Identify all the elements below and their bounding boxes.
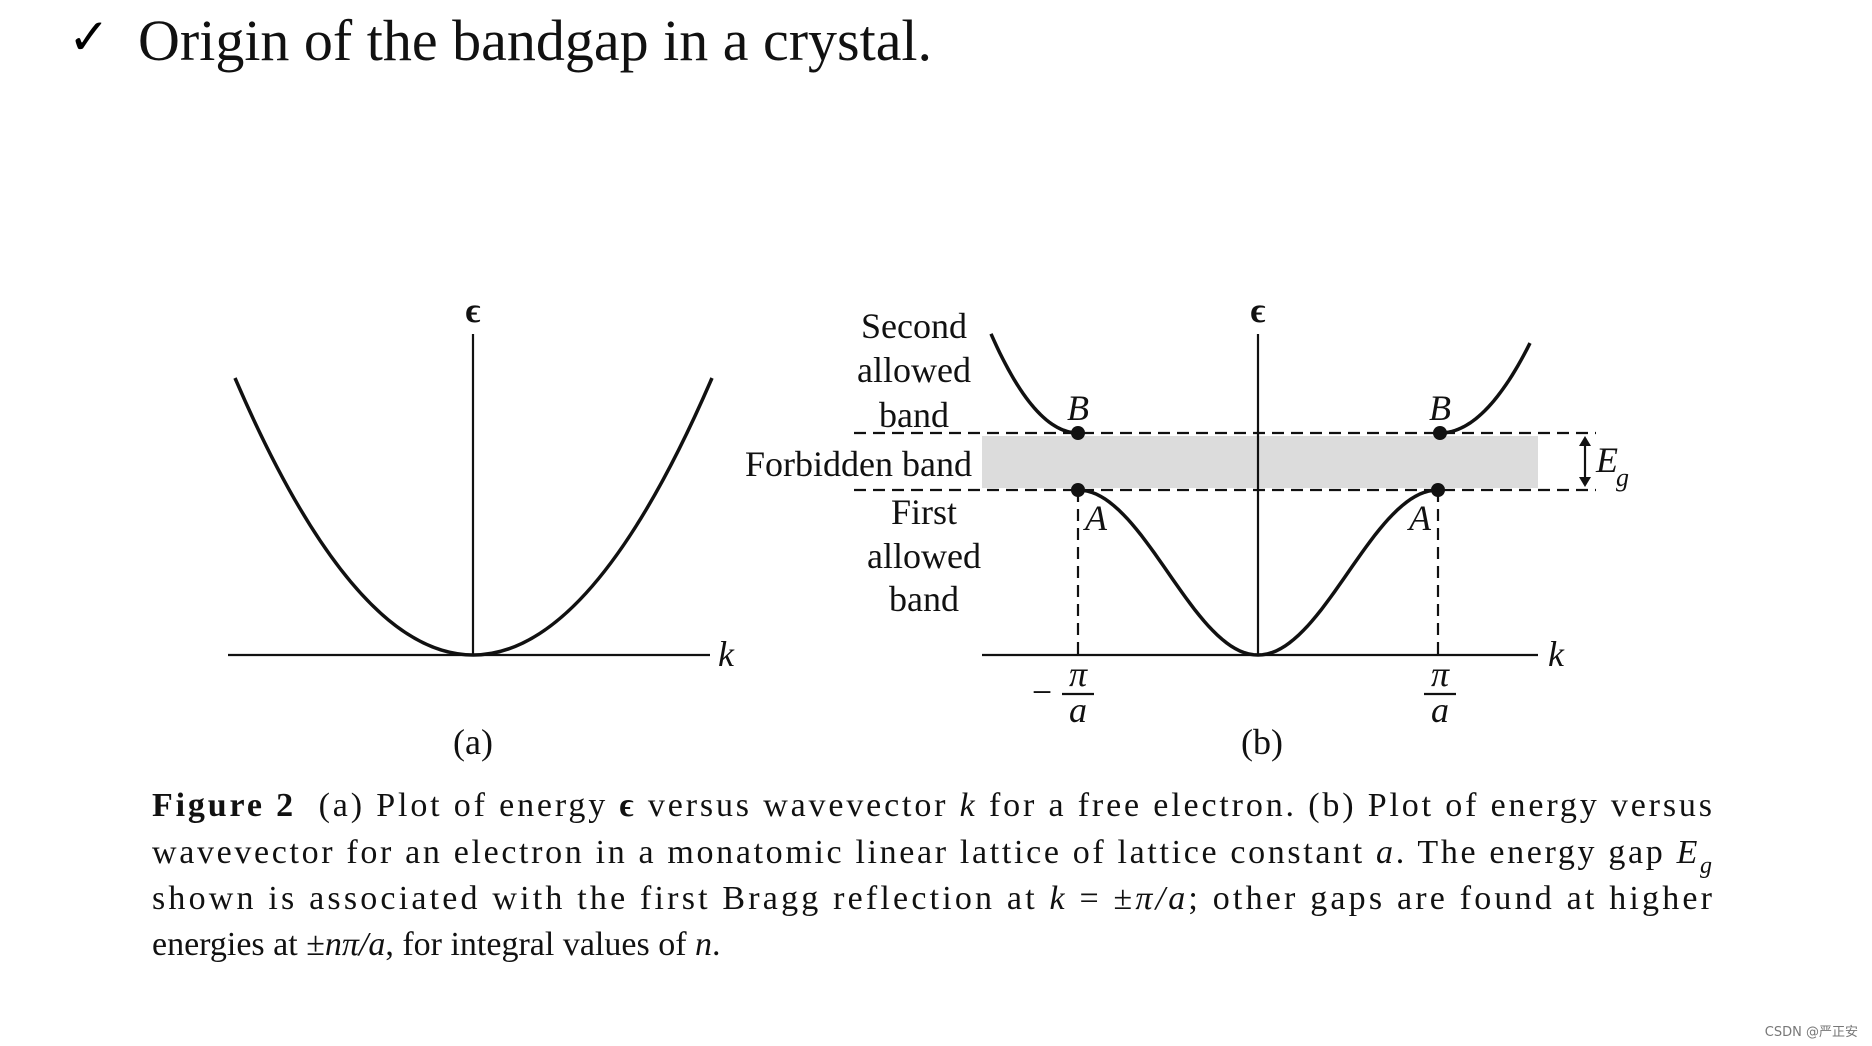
caption-line: shown is associated with the first Bragg… [152, 880, 1713, 917]
fraction-denominator: a [1069, 690, 1087, 730]
caption-run: . The energy gap [1396, 834, 1674, 871]
caption-run: shown is associated with the first Bragg… [152, 880, 1046, 917]
caption-line: wavevector for an electron in a monatomi… [152, 834, 1712, 879]
forbidden-band-shading [982, 436, 1538, 488]
caption-run: . [712, 926, 721, 963]
panel-label: (a) [453, 722, 493, 762]
point-label: B [1429, 388, 1451, 428]
caption-run: = ± [1068, 880, 1132, 917]
second-band-curve-right [1439, 342, 1532, 435]
energy-label: ϵ [1250, 290, 1265, 330]
caption-run: energies at ± [152, 926, 325, 963]
second-band-curve-left [989, 333, 1079, 435]
panel-a: ϵ k (a) [228, 290, 735, 762]
fraction-numerator: π [1431, 654, 1450, 694]
caption-run: ; other gaps are found at higher [1188, 880, 1712, 917]
gap-symbol: E [1595, 440, 1618, 480]
band-label: allowed [867, 536, 981, 576]
watermark: CSDN @严正安 [1765, 1025, 1858, 1040]
caption-run: a [1376, 834, 1393, 871]
caption-run: for a free electron. (b) Plot of energy … [978, 787, 1712, 824]
first-band-curve [1077, 488, 1439, 657]
panel-label: (b) [1241, 722, 1283, 762]
minus-sign: − [1032, 672, 1052, 712]
band-label: allowed [857, 350, 971, 390]
band-label: First [891, 492, 957, 532]
point-label: A [1083, 498, 1108, 538]
panel-b: ϵ k (b) Second allowed band Forbidden ba… [745, 290, 1629, 762]
caption-run: nπ/a [325, 926, 385, 963]
free-electron-parabola [233, 377, 714, 657]
k-label: k [1548, 634, 1565, 674]
caption-run: k [1050, 880, 1066, 917]
k-label: k [718, 634, 735, 674]
caption-run: π/a [1135, 880, 1185, 917]
figure-caption: Figure 2 (a) Plot of energy ϵ versus wav… [152, 787, 1713, 963]
caption-run: E [1676, 834, 1698, 871]
fraction-denominator: a [1431, 690, 1449, 730]
caption-run: , for integral values of [385, 926, 695, 963]
caption-line: energies at ±nπ/a, for integral values o… [152, 926, 721, 963]
fraction-numerator: π [1069, 654, 1088, 694]
energy-label: ϵ [465, 290, 480, 330]
point-label: A [1407, 498, 1432, 538]
band-label: band [879, 395, 949, 435]
caption-line: Figure 2 (a) Plot of energy ϵ versus wav… [152, 787, 1712, 824]
caption-run: g [1700, 853, 1712, 879]
caption-run: k [960, 787, 976, 824]
point-label: B [1067, 388, 1089, 428]
band-label: band [889, 579, 959, 619]
slide-title: Origin of the bandgap in a crystal. [138, 8, 932, 73]
caption-run: n [695, 926, 712, 963]
caption-run: versus wavevector [637, 787, 957, 824]
caption-run: wavevector for an electron in a monatomi… [152, 834, 1373, 871]
caption-run: (a) Plot of energy [296, 787, 617, 824]
forbidden-band-label: Forbidden band [745, 444, 972, 484]
caption-run: ϵ [619, 787, 633, 824]
caption-run: Figure 2 [152, 787, 293, 824]
band-label: Second [861, 306, 967, 346]
check-mark: ✓ [68, 9, 110, 65]
gap-subscript: g [1616, 463, 1629, 492]
